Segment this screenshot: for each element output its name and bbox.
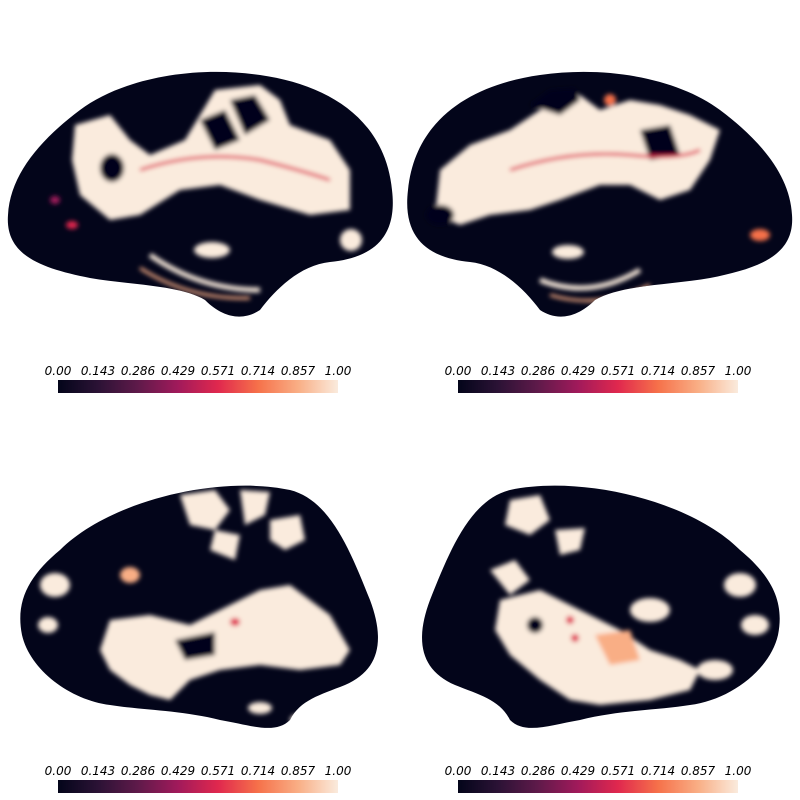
colorbar-ticks: 0.00 0.143 0.286 0.429 0.571 0.714 0.857 1.00 xyxy=(438,764,768,780)
colorbar-tick-label: 0.429 xyxy=(160,764,196,778)
colorbar-tick-label: 1.00 xyxy=(324,764,352,778)
brain-panel-right-medial: 0.00 0.143 0.286 0.429 0.571 0.714 0.857 1.00 xyxy=(400,400,800,800)
colorbar-tick-label: 1.00 xyxy=(724,764,752,778)
activation-map xyxy=(490,495,769,705)
colorbar-tick-label: 0.571 xyxy=(600,764,636,778)
colorbar-ticks: 0.00 0.143 0.286 0.429 0.571 0.714 0.857 1.00 xyxy=(38,764,368,780)
brain-panel-left-medial: 0.00 0.143 0.286 0.429 0.571 0.714 0.857 1.00 xyxy=(0,400,400,800)
colorbar-tick-label: 0.143 xyxy=(80,764,116,778)
colorbar-tick-label: 0.571 xyxy=(200,364,236,378)
activation-map xyxy=(38,490,350,726)
colorbar-tick-label: 0.857 xyxy=(280,364,316,378)
activation-map xyxy=(50,85,362,300)
brain-surface-left-lateral xyxy=(7,71,393,317)
brain-panel-left-lateral: 0.00 0.143 0.286 0.429 0.571 0.714 0.857 1.00 xyxy=(0,0,400,400)
colorbar-tick-label: 0.00 xyxy=(444,764,472,778)
brain-surface-right-lateral xyxy=(407,71,793,317)
colorbar-tick-label: 0.714 xyxy=(240,364,276,378)
activation-map xyxy=(426,88,770,303)
colorbar-gradient xyxy=(58,780,338,793)
colorbar-tick-label: 0.714 xyxy=(240,764,276,778)
colorbar-tick-label: 0.857 xyxy=(280,764,316,778)
colorbar-tick-label: 0.714 xyxy=(640,764,676,778)
colorbar-gradient xyxy=(458,780,738,793)
colorbar-tick-label: 0.286 xyxy=(520,764,556,778)
colorbar-tick-label: 0.286 xyxy=(120,364,156,378)
colorbar-tick-label: 0.429 xyxy=(560,364,596,378)
colorbar-tick-label: 0.143 xyxy=(480,764,516,778)
colorbar-gradient xyxy=(58,380,338,393)
colorbar-tick-label: 0.286 xyxy=(120,764,156,778)
colorbar-tick-label: 0.143 xyxy=(80,364,116,378)
colorbar-tick-label: 0.429 xyxy=(160,364,196,378)
colorbar-tick-label: 1.00 xyxy=(324,364,352,378)
colorbar-tick-label: 0.00 xyxy=(44,764,72,778)
brain-surface-left-medial xyxy=(20,485,378,728)
colorbar-tick-label: 0.857 xyxy=(680,364,716,378)
colorbar-tick-label: 0.857 xyxy=(680,764,716,778)
colorbar-ticks: 0.00 0.143 0.286 0.429 0.571 0.714 0.857 1.00 xyxy=(438,364,768,380)
colorbar-ticks: 0.00 0.143 0.286 0.429 0.571 0.714 0.857 1.00 xyxy=(38,364,368,380)
colorbar-tick-label: 0.00 xyxy=(44,364,72,378)
colorbar-tick-label: 0.429 xyxy=(560,764,596,778)
colorbar-tick-label: 0.714 xyxy=(640,364,676,378)
brain-panel-right-lateral: 0.00 0.143 0.286 0.429 0.571 0.714 0.857 1.00 xyxy=(400,0,800,400)
brain-surface-right-medial xyxy=(422,485,780,728)
colorbar-tick-label: 0.143 xyxy=(480,364,516,378)
colorbar-tick-label: 0.571 xyxy=(200,764,236,778)
colorbar-tick-label: 0.571 xyxy=(600,364,636,378)
colorbar-tick-label: 1.00 xyxy=(724,364,752,378)
colorbar-tick-label: 0.00 xyxy=(444,364,472,378)
colorbar-gradient xyxy=(458,380,738,393)
colorbar-tick-label: 0.286 xyxy=(520,364,556,378)
